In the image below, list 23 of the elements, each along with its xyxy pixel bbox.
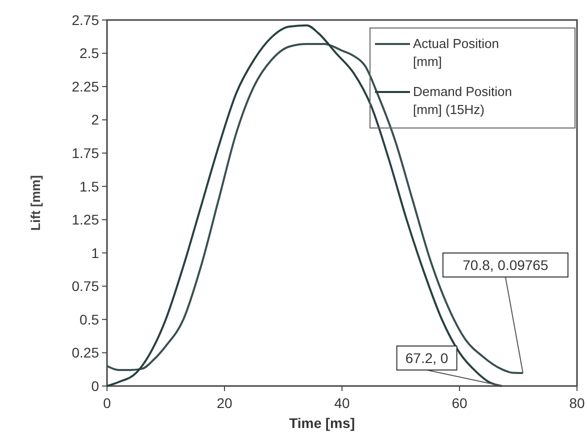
y-tick-label: 1.5 (80, 178, 100, 194)
x-tick-label: 20 (216, 395, 232, 411)
y-tick-label: 2 (91, 112, 100, 128)
y-tick-label: 1 (91, 244, 100, 261)
y-axis-title: Lift [mm] (28, 175, 43, 231)
y-tick-label: 0.5 (80, 311, 100, 328)
x-tick-label: 60 (452, 395, 468, 411)
x-tick-label: 80 (569, 395, 585, 411)
y-tick-label: 2.5 (80, 45, 100, 62)
y-tick-label: 0 (91, 378, 100, 394)
y-tick-label: 2.25 (72, 78, 100, 94)
annotation: 70.8, 0.09765 (462, 257, 548, 274)
x-axis-title: Time [ms] (289, 415, 355, 431)
annotation: 67.2, 0 (405, 350, 448, 366)
y-tick-label: 2.75 (72, 12, 100, 28)
legend-label: Demand Position [mm] (15Hz) (413, 84, 512, 117)
y-tick-label: 0.25 (72, 344, 100, 361)
x-tick-label: 40 (334, 395, 350, 411)
x-tick-label: 0 (103, 395, 112, 411)
legend-label: Actual Position [mm] (413, 36, 499, 69)
y-tick-label: 0.75 (72, 278, 100, 294)
y-tick-label: 1.25 (72, 212, 100, 228)
y-tick-label: 1.75 (72, 144, 100, 161)
